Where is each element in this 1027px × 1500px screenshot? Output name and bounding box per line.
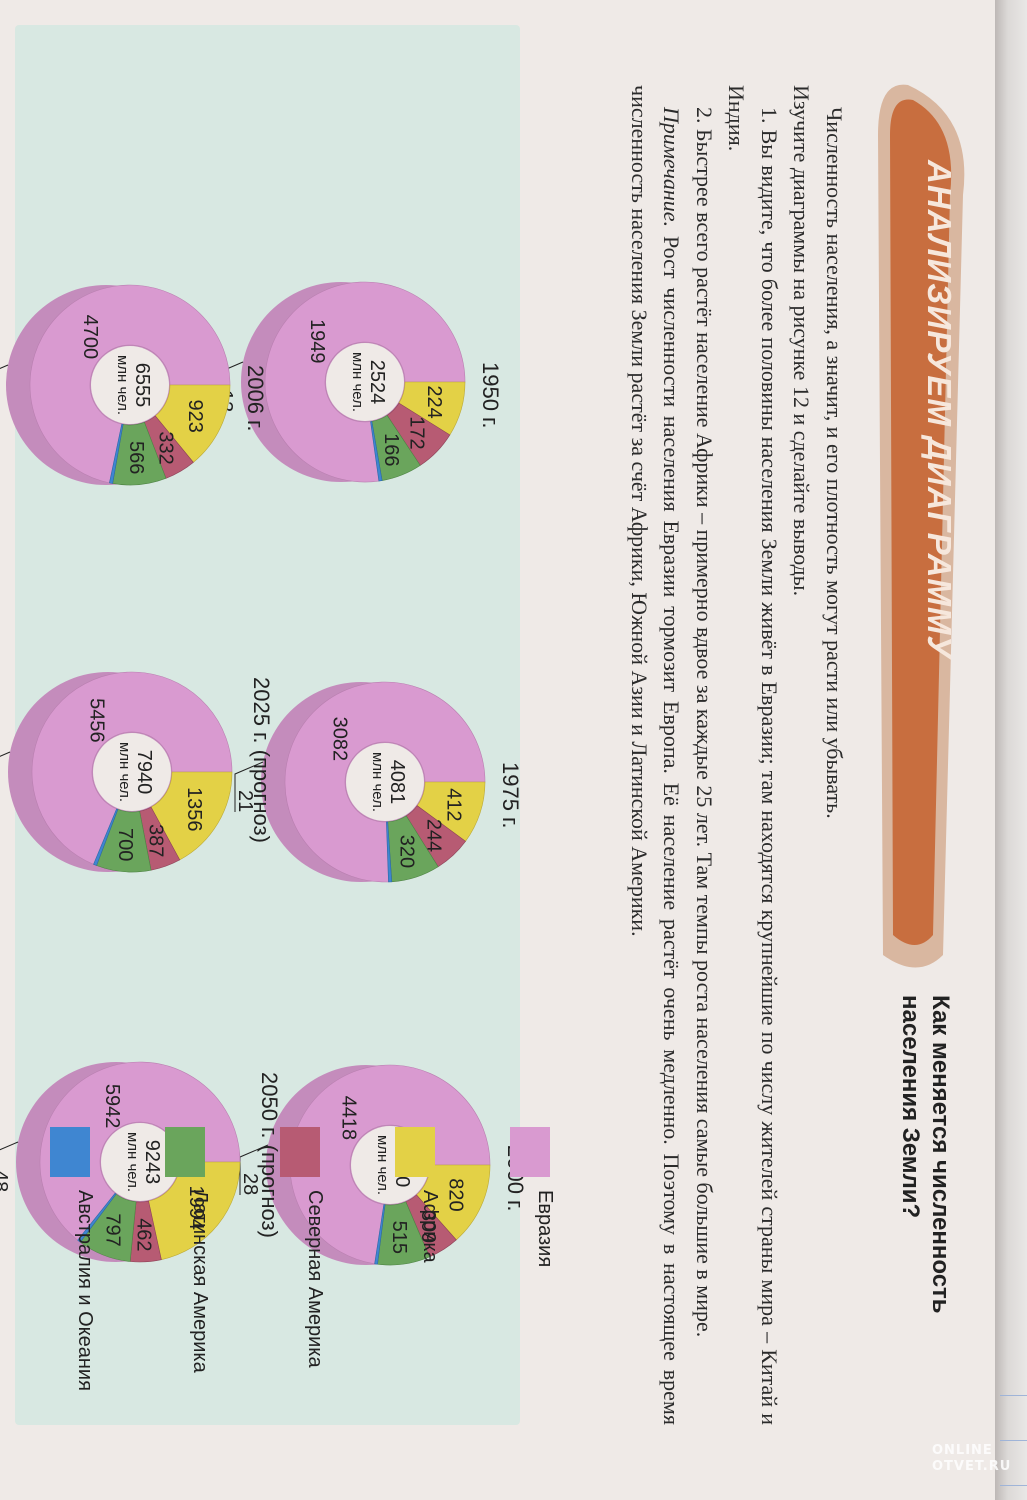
- legend-swatch: [165, 1127, 205, 1177]
- slice-value: 387: [145, 824, 167, 857]
- donut-slice: [289, 1064, 491, 1265]
- donut-slice: [284, 681, 486, 883]
- donut-slice: [386, 821, 393, 883]
- donut-slice: [109, 423, 124, 484]
- donut-slice: [29, 284, 231, 484]
- total-value: 2524: [366, 360, 388, 405]
- australia-value: 41: [0, 780, 3, 802]
- slice-value: 797: [102, 1213, 124, 1246]
- population-donut-charts: 1949224172166132524млн чел.1950 г.308241…: [0, 281, 528, 1266]
- donut-hole: [93, 733, 171, 811]
- chart-title: 1950 г.: [478, 362, 503, 429]
- australia-value: 48: [0, 1170, 11, 1192]
- watermark: ONLINE OTVET.RU: [932, 1443, 1027, 1493]
- legend-label: Латинская Америка: [189, 1190, 211, 1373]
- australia-value: 21: [234, 790, 256, 812]
- donut-hole: [326, 343, 404, 421]
- notebook-line: [1000, 1440, 1027, 1441]
- slice-value: 515: [388, 1221, 410, 1254]
- page-content: АНАЛИЗИРУЕМ ДИАГРАММУ Как меняется числе…: [0, 25, 965, 1425]
- donut-slice: [39, 1061, 241, 1241]
- donut-slice: [148, 1161, 241, 1261]
- leader-line: [234, 761, 264, 812]
- slice-value: 412: [442, 788, 464, 821]
- slice-value: 166: [380, 433, 402, 466]
- slice-value: 1949: [306, 319, 328, 364]
- slice-value: 3082: [328, 717, 350, 762]
- slice-value: 462: [132, 1218, 154, 1251]
- legend-swatch: [510, 1127, 550, 1177]
- slice-value: 923: [184, 400, 206, 433]
- slice-value: 566: [125, 441, 147, 474]
- legend-label: Евразия: [534, 1190, 556, 1268]
- donut-slice: [93, 808, 119, 866]
- slice-value: 700: [114, 828, 136, 861]
- leader-line: [0, 1141, 19, 1192]
- legend-label: Австралия и Океания: [74, 1190, 96, 1391]
- legend-swatch: [395, 1127, 435, 1177]
- slice-value: 172: [405, 416, 427, 449]
- slice-value: 1356: [183, 787, 205, 832]
- total-value: 4081: [386, 760, 408, 805]
- notebook-line: [1000, 1485, 1027, 1486]
- donut-slice: [374, 1204, 386, 1265]
- watermark-line: ONLINE: [932, 1443, 993, 1458]
- australia-value: 28: [239, 1173, 261, 1195]
- slice-value: 309: [417, 1210, 439, 1243]
- donut-slice: [264, 281, 466, 483]
- total-value: 6555: [131, 363, 153, 408]
- notebook-line: [1000, 1395, 1027, 1396]
- donut-chart: 4418820309515286090млн чел.2000 г.: [239, 1064, 528, 1266]
- donut-hole: [91, 346, 169, 424]
- slice-value: 1994: [185, 1186, 207, 1231]
- slice-value: 5942: [101, 1084, 123, 1129]
- slice-value: 224: [423, 385, 445, 418]
- slice-value: 4700: [79, 315, 101, 360]
- donut-hole: [101, 1123, 179, 1201]
- donut-hole: [346, 743, 424, 821]
- section-banner-shape: [878, 84, 965, 968]
- unit-label: млн чел.: [349, 352, 366, 412]
- chart-title: 2006 г.: [243, 365, 268, 432]
- donut-slice: [370, 421, 383, 482]
- total-value: 7940: [133, 750, 155, 795]
- chart-title: 1975 г.: [498, 762, 523, 829]
- donut-slice: [77, 1192, 117, 1243]
- unit-label: млн чел.: [124, 1132, 141, 1192]
- legend-swatch: [50, 1127, 90, 1177]
- chart-title: 2025 г. (прогноз): [249, 677, 274, 843]
- legend-swatch: [280, 1127, 320, 1177]
- donut-slice: [31, 671, 233, 865]
- unit-label: млн чел.: [369, 752, 386, 812]
- page-edge: [995, 0, 1027, 1500]
- total-value: 9243: [141, 1140, 163, 1185]
- unit-label: млн чел.: [374, 1135, 391, 1195]
- slice-value: 820: [445, 1178, 467, 1211]
- australia-value: 34: [0, 393, 1, 415]
- legend-label: Африка: [419, 1190, 441, 1263]
- donut-chart: 1949224172166132524млн чел.1950 г.: [214, 281, 503, 483]
- slice-value: 244: [423, 819, 445, 852]
- unit-label: млн чел.: [116, 742, 133, 802]
- unit-label: млн чел.: [114, 355, 131, 415]
- watermark-line: OTVET.RU: [932, 1458, 1012, 1474]
- legend-label: Северная Америка: [304, 1190, 326, 1368]
- slice-value: 332: [155, 431, 177, 464]
- slice-value: 5456: [86, 698, 108, 743]
- chart-title: 2050 г. (прогноз): [257, 1072, 282, 1238]
- slice-value: 4418: [338, 1096, 360, 1141]
- slice-value: 320: [396, 835, 418, 868]
- leader-line: [0, 751, 11, 802]
